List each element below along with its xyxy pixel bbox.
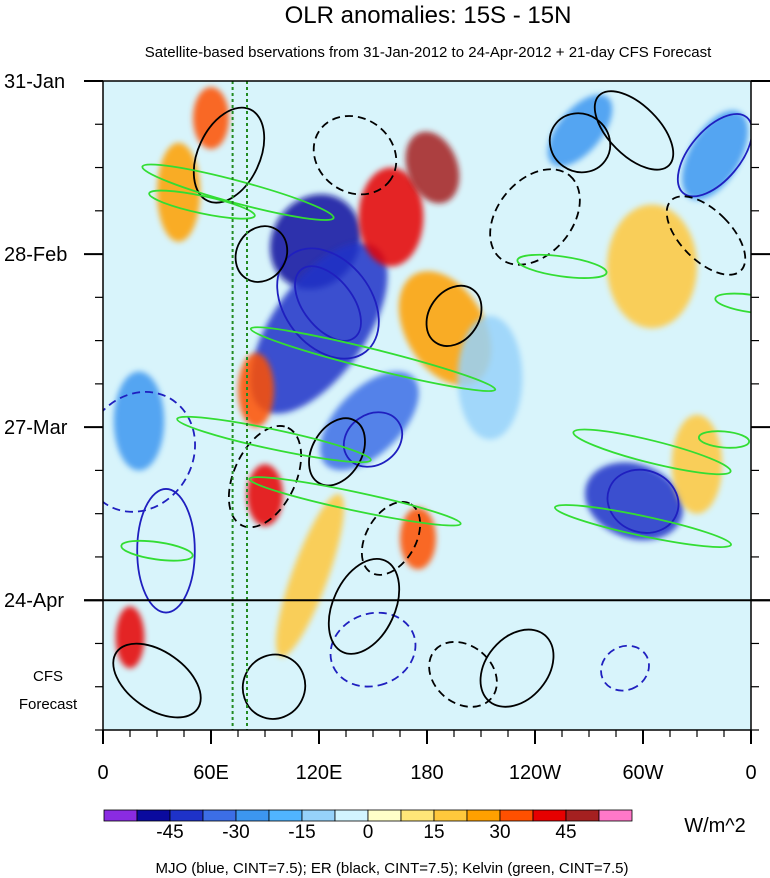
x-tick-label: 120E [296, 762, 343, 784]
anomaly-field [113, 87, 748, 669]
colorbar-swatch [598, 809, 633, 822]
contour-line [227, 425, 303, 529]
plot-area: 31-Jan 28-Feb 27-Mar 24-Apr 0 60E 120E 180 120W… [4, 71, 770, 784]
anomaly-blob [250, 242, 388, 414]
colorbar-swatch [499, 809, 534, 822]
contour-line [342, 411, 404, 468]
anomaly-blob [671, 414, 723, 514]
contour-line [425, 284, 483, 347]
contour-line [120, 539, 194, 562]
x-tick-label: 0 [97, 762, 108, 784]
anomaly-blob [547, 94, 613, 167]
anomaly-blob [320, 371, 419, 471]
colorbar-tick-label: 15 [423, 822, 444, 843]
colorbar-swatch [433, 809, 468, 822]
contour-line [516, 253, 608, 279]
colorbar-swatch [400, 809, 435, 822]
contour-overlays [103, 81, 751, 730]
contour-line [697, 430, 751, 449]
anomaly-blob [247, 464, 283, 527]
forecast-label-line1: CFS [33, 668, 63, 685]
colorbar-swatch [136, 809, 171, 822]
contour-line [276, 247, 380, 360]
contour-line [248, 476, 462, 527]
anomaly-blob [682, 110, 748, 200]
contour-line [329, 611, 417, 688]
colorbar-swatch [202, 809, 237, 822]
x-tick-label: 60W [622, 762, 663, 784]
colorbar-swatch [334, 809, 369, 822]
x-tick-label: 60E [193, 762, 229, 784]
contour-line [294, 265, 362, 342]
colorbar-tick-label: -30 [222, 822, 249, 843]
contour-line [676, 113, 751, 198]
colorbar-tick-label: 0 [363, 822, 374, 843]
contour-line [249, 326, 497, 392]
contour-line [312, 115, 398, 196]
anomaly-blob [113, 371, 165, 471]
anomaly-blob [584, 462, 684, 541]
y-tick-label: 31-Jan [4, 71, 65, 93]
contour-line [554, 504, 732, 548]
x-tick-label: 120W [509, 762, 561, 784]
contour-line [606, 468, 680, 534]
anomaly-blob [238, 352, 274, 428]
anomaly-blob [457, 315, 523, 440]
contour-line [572, 428, 732, 476]
contour-line [593, 90, 675, 171]
colorbar-swatch [301, 809, 336, 822]
contour-line [714, 292, 751, 315]
colorbar-swatch [169, 809, 204, 822]
colorbar-swatch [367, 809, 402, 822]
contour-line [665, 195, 747, 276]
chart-subtitle: Satellite-based bservations from 31-Jan-… [145, 44, 712, 61]
x-tick-label: 180 [410, 762, 443, 784]
y-axis: 31-Jan 28-Feb 27-Mar 24-Apr [4, 71, 770, 731]
y-tick-label: 28-Feb [4, 244, 67, 266]
colorbar-swatch [103, 809, 138, 822]
contour-legend: MJO (blue, CINT=7.5); ER (black, CINT=7.… [155, 860, 628, 877]
colorbar-swatch [532, 809, 567, 822]
contour-line [428, 640, 498, 708]
colorbar-units: W/m^2 [684, 815, 746, 837]
contour-line [148, 189, 256, 220]
anomaly-blob [400, 507, 436, 570]
y-tick-label: 24-Apr [4, 590, 64, 612]
contour-line [327, 557, 401, 655]
colorbar-swatch [268, 809, 303, 822]
y-tick-label: 27-Mar [4, 417, 68, 439]
colorbar-swatch [565, 809, 600, 822]
contour-line [141, 163, 335, 221]
x-tick-label: 0 [745, 762, 756, 784]
contour-line [489, 168, 581, 266]
x-axis: 0 60E 120E 180 120W 60W 0 [97, 730, 757, 784]
colorbar-tick-label: -45 [156, 822, 183, 843]
contour-line [192, 106, 266, 204]
contour-line [600, 644, 650, 692]
colorbar-tick-label: -15 [288, 822, 315, 843]
contour-line [112, 642, 202, 719]
colorbar-tick-label: 45 [555, 822, 576, 843]
anomaly-blob [115, 606, 145, 669]
colorbar-tick-label: 30 [489, 822, 510, 843]
anomaly-blob [405, 131, 460, 204]
contour-line [136, 488, 196, 614]
forecast-label-line2: Forecast [19, 696, 78, 713]
contour-line [176, 415, 372, 464]
colorbar: -45 -30 -15 0 15 30 45 [103, 809, 633, 843]
anomaly-blob [275, 493, 345, 658]
chart-title: OLR anomalies: 15S - 15N [285, 2, 572, 29]
contour-line [241, 653, 307, 720]
colorbar-swatch [235, 809, 270, 822]
anomaly-blob [193, 87, 229, 149]
anomaly-blob [607, 204, 697, 329]
colorbar-swatch [466, 809, 501, 822]
